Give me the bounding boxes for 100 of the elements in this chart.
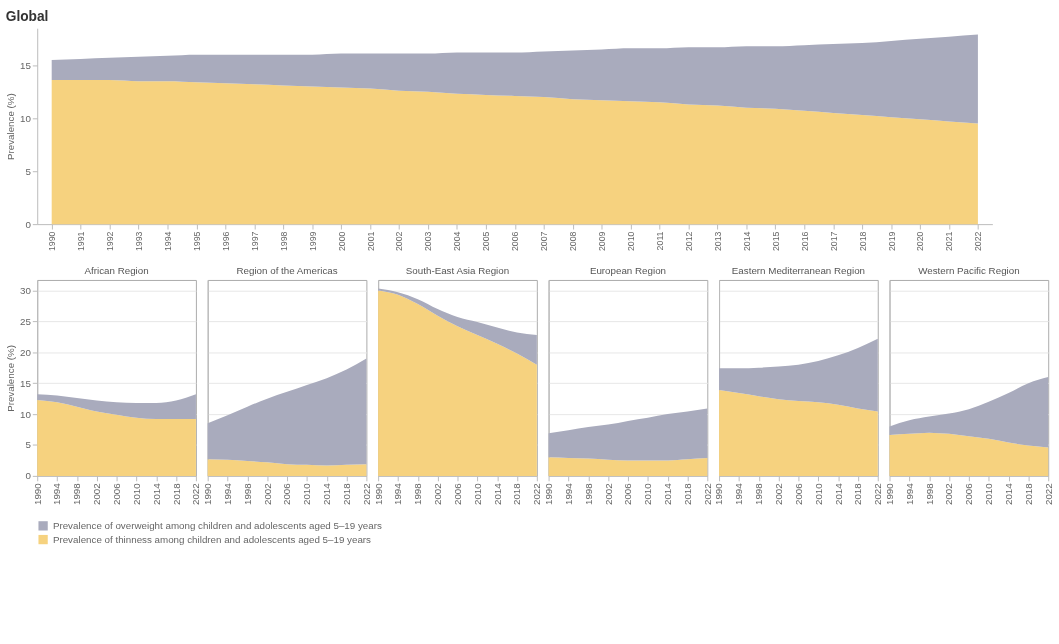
x-tick-label: 1996	[220, 231, 231, 252]
y-tick-label: 5	[25, 439, 32, 451]
x-tick-label: 1994	[392, 482, 404, 506]
x-tick-label: 2002	[602, 483, 614, 506]
x-tick-label: 2002	[261, 483, 273, 506]
x-tick-label: 2010	[471, 482, 483, 506]
y-tick-label: 15	[19, 377, 32, 389]
x-tick-label: 2010	[812, 482, 824, 506]
x-tick-label: 2018	[340, 482, 352, 506]
x-tick-label: 2007	[539, 231, 550, 252]
x-tick-label: 2016	[799, 231, 810, 252]
x-tick-label: 2006	[451, 482, 463, 506]
x-tick-label: 1990	[372, 482, 384, 506]
x-tick-label: 2006	[510, 231, 521, 252]
x-tick-label: 1997	[249, 231, 260, 252]
chart-title: Region of the Americas	[236, 265, 338, 277]
x-tick-label: 2022	[973, 231, 984, 252]
x-tick-label: 2003	[423, 231, 434, 252]
x-tick-label: 2011	[654, 231, 665, 251]
x-tick-label: 1998	[241, 482, 253, 506]
x-tick-label: 2010	[301, 482, 313, 506]
x-tick-label: 1998	[582, 482, 594, 506]
x-tick-label: 2006	[963, 482, 975, 506]
x-tick-label: 2013	[712, 231, 723, 252]
x-tick-label: 1994	[51, 482, 63, 506]
y-tick-label: 0	[25, 218, 32, 230]
x-tick-label: 2015	[770, 231, 781, 252]
x-tick-label: 1998	[278, 231, 289, 252]
x-tick-label: 1990	[713, 482, 725, 506]
x-tick-label: 1991	[76, 231, 87, 252]
x-tick-label: 2002	[432, 483, 444, 506]
chart-title: European Region	[589, 265, 667, 277]
x-tick-label: 2000	[336, 231, 347, 252]
x-tick-label: 1990	[883, 482, 895, 506]
legend-label: Prevalence of overweight among children and adolescents aged 5–19 years	[52, 519, 382, 531]
x-tick-label: 2014	[662, 482, 674, 506]
x-tick-label: 2022	[531, 483, 543, 506]
x-tick-label: 2020	[915, 231, 926, 252]
x-tick-label: 2018	[681, 482, 693, 506]
x-tick-label: 2008	[568, 231, 579, 252]
x-tick-label: 1990	[31, 482, 43, 506]
x-tick-label: 1994	[221, 482, 233, 506]
x-tick-label: 2006	[792, 482, 804, 506]
x-tick-label: 2012	[683, 231, 694, 252]
x-tick-label: 1994	[162, 231, 173, 252]
x-tick-label: 2010	[626, 231, 637, 252]
legend-label: Prevalence of thinness among children and adolescents aged 5–19 years	[52, 533, 372, 545]
x-tick-label: 2021	[944, 231, 955, 252]
x-tick-label: 1990	[47, 231, 58, 252]
y-tick-label: 5	[25, 165, 32, 177]
y-tick-label: 25	[19, 315, 32, 327]
x-tick-label: 2019	[886, 231, 897, 252]
x-tick-label: 2002	[943, 483, 955, 506]
x-tick-label: 1998	[753, 482, 765, 506]
x-tick-label: 1994	[562, 482, 574, 506]
x-tick-label: 1998	[71, 482, 83, 506]
y-tick-label: 10	[19, 112, 32, 124]
x-tick-label: 2002	[773, 483, 784, 506]
x-tick-label: 2014	[832, 482, 844, 506]
x-tick-label: 1993	[133, 231, 144, 252]
x-tick-label: 2010	[983, 482, 995, 506]
x-tick-label: 2006	[281, 482, 293, 506]
x-tick-label: 2010	[642, 482, 654, 506]
x-tick-label: 2001	[365, 231, 376, 252]
x-tick-label: 2022	[190, 483, 202, 506]
x-tick-label: 1999	[307, 231, 318, 252]
x-tick-label: 2002	[91, 483, 103, 506]
x-tick-label: 1995	[191, 231, 202, 252]
x-tick-label: 2022	[1042, 483, 1054, 506]
x-tick-label: 2022	[701, 483, 713, 506]
x-tick-label: 2005	[481, 231, 492, 252]
x-tick-label: 2006	[622, 482, 634, 506]
x-tick-label: 2014	[321, 482, 333, 506]
y-tick-label: 30	[19, 284, 32, 296]
x-tick-label: 1998	[412, 482, 424, 506]
x-tick-label: 1994	[903, 482, 915, 506]
x-tick-label: 2014	[491, 482, 503, 506]
x-tick-label: 2009	[597, 231, 608, 252]
y-tick-label: 10	[19, 408, 32, 420]
x-tick-label: 1998	[923, 482, 935, 506]
x-tick-label: 1990	[202, 482, 214, 506]
x-tick-label: 2018	[511, 482, 523, 506]
x-tick-label: 2014	[741, 231, 752, 252]
chart-title: Western Pacific Region	[918, 265, 1020, 277]
x-tick-label: 2018	[1022, 482, 1034, 506]
x-tick-label: 2018	[852, 482, 864, 506]
x-tick-label: 2002	[394, 231, 405, 252]
x-tick-label: 2010	[130, 482, 142, 506]
chart-title: Eastern Mediterranean Region	[731, 265, 866, 277]
x-tick-label: 2022	[360, 483, 372, 506]
x-tick-label: 1990	[543, 482, 555, 506]
chart-title: African Region	[84, 265, 149, 277]
y-tick-label: 20	[19, 346, 32, 358]
y-tick-label: 15	[19, 59, 32, 71]
x-tick-label: 2018	[170, 482, 182, 506]
x-tick-label: 1994	[733, 482, 745, 506]
x-tick-label: 1992	[105, 231, 116, 252]
x-tick-label: 2004	[452, 231, 463, 252]
chart-title: Global	[5, 9, 49, 25]
x-tick-label: 2022	[872, 483, 884, 506]
